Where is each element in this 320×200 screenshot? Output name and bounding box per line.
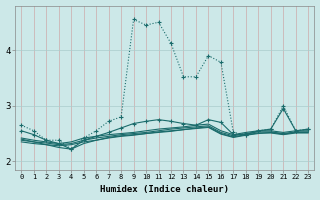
- X-axis label: Humidex (Indice chaleur): Humidex (Indice chaleur): [100, 185, 229, 194]
